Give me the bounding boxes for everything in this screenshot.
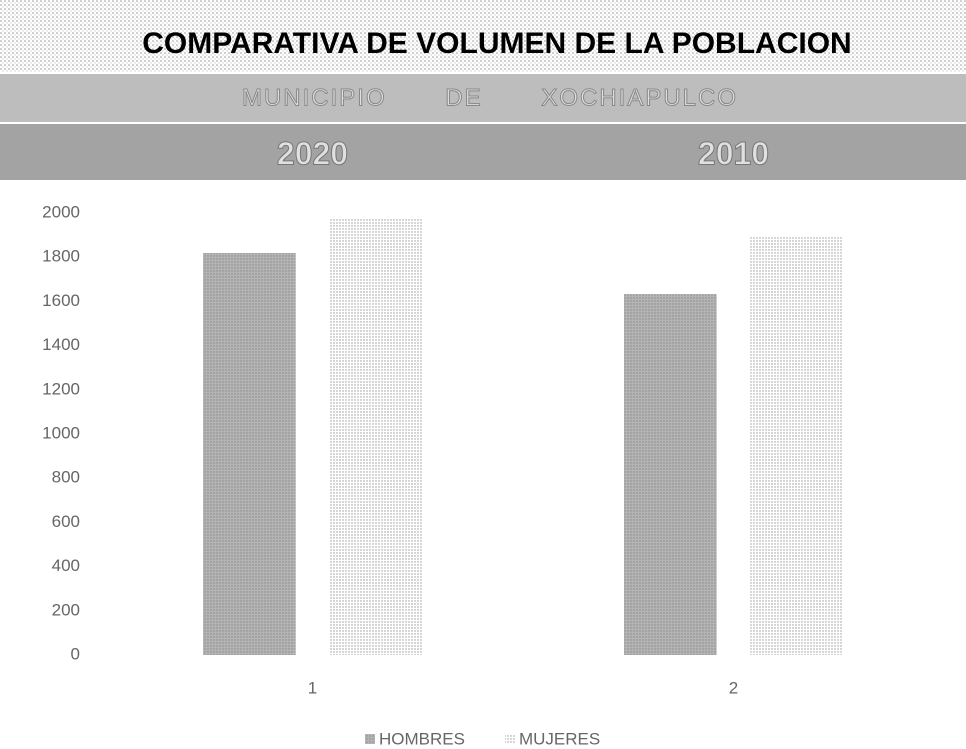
- x-tick-label: 1: [308, 678, 317, 697]
- y-tick-label: 400: [52, 556, 80, 575]
- x-tick-label: 2: [729, 678, 738, 697]
- y-tick-label: 1600: [42, 291, 80, 310]
- chart-title: COMPARATIVA DE VOLUMEN DE LA POBLACION: [142, 27, 851, 60]
- year-band: [0, 124, 966, 180]
- title-band: [0, 0, 966, 72]
- y-tick-label: 800: [52, 468, 80, 487]
- legend-label: HOMBRES: [379, 729, 465, 748]
- y-tick-label: 1800: [42, 247, 80, 266]
- legend-swatch: [365, 734, 375, 744]
- year-label: 2010: [698, 135, 769, 171]
- y-tick-label: 1200: [42, 379, 80, 398]
- y-tick-label: 1400: [42, 335, 80, 354]
- subtitle: MUNICIPIO DE XOCHIAPULCO: [242, 84, 738, 111]
- bar: [750, 237, 843, 656]
- y-tick-label: 1000: [42, 423, 80, 442]
- y-tick-label: 2000: [42, 202, 80, 221]
- legend-label: MUJERES: [519, 729, 600, 748]
- y-tick-label: 600: [52, 512, 80, 531]
- y-tick-label: 200: [52, 600, 80, 619]
- year-label: 2020: [277, 135, 348, 171]
- bar: [329, 218, 422, 655]
- bar: [624, 294, 717, 655]
- y-tick-label: 0: [71, 644, 80, 663]
- legend-swatch: [504, 734, 515, 744]
- subtitle-band: [0, 74, 966, 122]
- bar: [203, 253, 296, 655]
